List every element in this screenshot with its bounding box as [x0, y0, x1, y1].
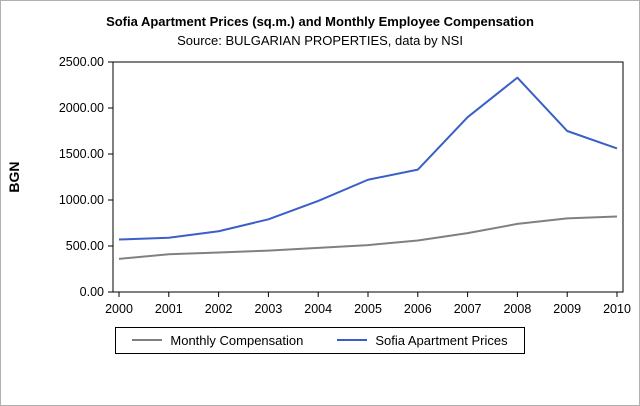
legend: Monthly Compensation Sofia Apartment Pric…: [115, 326, 525, 354]
y-tick-label: 500.00: [66, 239, 104, 253]
x-tick-label: 2003: [254, 302, 282, 316]
x-tick-label: 2006: [404, 302, 432, 316]
chart-subtitle: Source: BULGARIAN PROPERTIES, data by NS…: [177, 32, 463, 48]
plot-area: [112, 61, 624, 293]
y-tick-label: 1000.00: [59, 193, 104, 207]
series-line-monthly-compensation: [118, 215, 618, 260]
x-tick-label: 2005: [354, 302, 382, 316]
legend-container: Monthly Compensation Sofia Apartment Pric…: [1, 326, 639, 354]
y-tick-label: 2500.00: [59, 55, 104, 69]
x-tick-label: 2002: [205, 302, 233, 316]
legend-item: Monthly Compensation: [132, 333, 303, 348]
chart-title: Sofia Apartment Prices (sq.m.) and Month…: [106, 14, 534, 29]
legend-label: Monthly Compensation: [170, 332, 304, 348]
x-tick-label: 2007: [454, 302, 482, 316]
legend-line-swatch: [132, 339, 163, 342]
x-tick-label: 2001: [155, 302, 183, 316]
legend-line-swatch: [337, 339, 368, 342]
x-tick-label: 2009: [553, 302, 581, 316]
y-tick-label: 1500.00: [59, 147, 104, 161]
y-tick-label: 2000.00: [59, 101, 104, 115]
x-tick-label: 2010: [603, 302, 631, 316]
legend-item: Sofia Apartment Prices: [337, 332, 508, 348]
line-chart: 0.00 500.00 1000.00 1500.00 2000.00 2500.00 20…: [6, 55, 631, 316]
y-tick-label: 0.00: [80, 285, 104, 299]
legend-label: Sofia Apartment Prices: [375, 332, 508, 348]
series-line-sofia-apartment-prices: [118, 76, 618, 241]
x-tick-label: 2004: [304, 302, 332, 316]
x-tick-label: 2000: [105, 302, 133, 316]
x-tick-label: 2008: [503, 302, 531, 316]
y-axis-label: BGN: [6, 161, 22, 192]
